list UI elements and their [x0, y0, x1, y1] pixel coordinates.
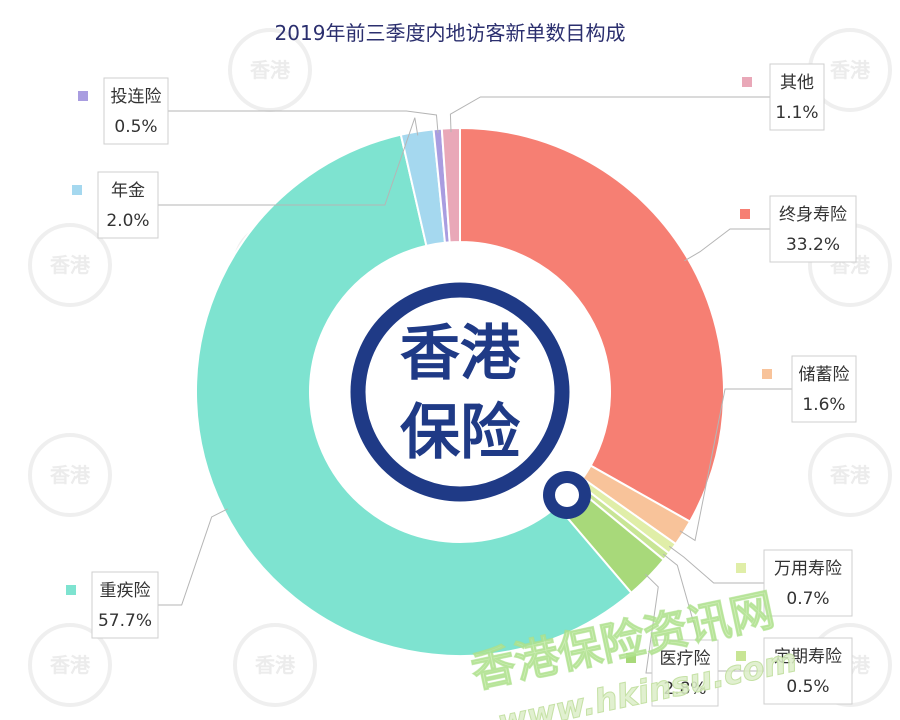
label-name: 其他 [780, 73, 814, 93]
label-name: 定期寿险 [774, 647, 842, 667]
slice-6 [195, 133, 633, 657]
slice-1 [459, 126, 725, 523]
donut-slices [195, 126, 725, 657]
label-box [763, 549, 853, 617]
label-value: 2.0% [106, 211, 149, 231]
label-value: 1.6% [802, 395, 845, 415]
label-name: 终身寿险 [779, 205, 847, 225]
label-box [651, 639, 719, 707]
label-box [763, 637, 853, 705]
leader-line [668, 545, 764, 584]
leader-line [684, 228, 770, 262]
watermark-tile-text: 香港 [50, 253, 91, 277]
label-box [103, 77, 169, 145]
legend-swatch [742, 77, 752, 87]
label-name: 重疾险 [100, 581, 151, 601]
legend-swatch [736, 563, 746, 573]
logo-ring [350, 282, 570, 502]
legend-swatch [66, 585, 76, 595]
logo-line1: 香港 [400, 319, 521, 389]
label-box [791, 355, 857, 423]
label-name: 投连险 [111, 87, 162, 107]
label-name: 储蓄险 [799, 365, 850, 385]
legend-swatch [736, 651, 746, 661]
label-name: 年金 [111, 181, 145, 201]
slice-labels: 终身寿险 33.2% 储蓄险 1.6% 万用寿险 0.7% 定期寿险 0.5% 医疗险 2.8% 重… [66, 63, 857, 707]
center-logo: 香港 保险 [350, 282, 591, 519]
legend-swatch [762, 369, 772, 379]
watermark-tile-text: 香港 [255, 653, 296, 677]
legend-swatch [626, 653, 636, 663]
legend-swatch [740, 209, 750, 219]
label-box [97, 171, 159, 239]
label-value: 2.8% [663, 679, 706, 699]
label-value: 1.1% [775, 103, 818, 123]
label-value: 0.5% [786, 677, 829, 697]
label-value: 0.5% [114, 117, 157, 137]
watermark-tile-text: 香港 [50, 463, 91, 487]
leader-line [679, 388, 792, 542]
label-value: 0.7% [786, 589, 829, 609]
leader-line [158, 508, 228, 606]
watermark-tile-text: 香港 [830, 58, 871, 82]
watermark-tile-circle [28, 433, 112, 517]
watermark-tile-text: 香港 [250, 58, 291, 82]
leader-line [645, 573, 659, 674]
label-box [769, 63, 825, 131]
leader-line [168, 110, 439, 133]
chart-title: 2019年前三季度内地访客新单数目构成 [275, 21, 626, 45]
leader-lines [158, 96, 792, 674]
watermark-tile-text: 香港 [50, 653, 91, 677]
leader-line [158, 117, 419, 206]
leader-line [662, 553, 764, 672]
watermark-tile-circle [808, 433, 892, 517]
logo-dot-inner [555, 483, 579, 507]
legend-swatch [78, 91, 88, 101]
label-box [769, 195, 857, 263]
label-name: 万用寿险 [774, 559, 842, 579]
watermark-tile-text: 香港 [830, 463, 871, 487]
watermark-tile-circle [228, 28, 312, 112]
legend-swatch [72, 185, 82, 195]
label-value: 33.2% [786, 235, 840, 255]
watermark-tile-circle [233, 623, 317, 707]
leader-line [449, 96, 770, 133]
label-value: 57.7% [98, 611, 152, 631]
label-box [91, 571, 159, 639]
slice-9 [440, 126, 461, 244]
label-name: 医疗险 [660, 649, 711, 669]
watermark-tile-circle [28, 623, 112, 707]
logo-line2: 保险 [400, 398, 521, 468]
watermark-tile-circle [28, 223, 112, 307]
